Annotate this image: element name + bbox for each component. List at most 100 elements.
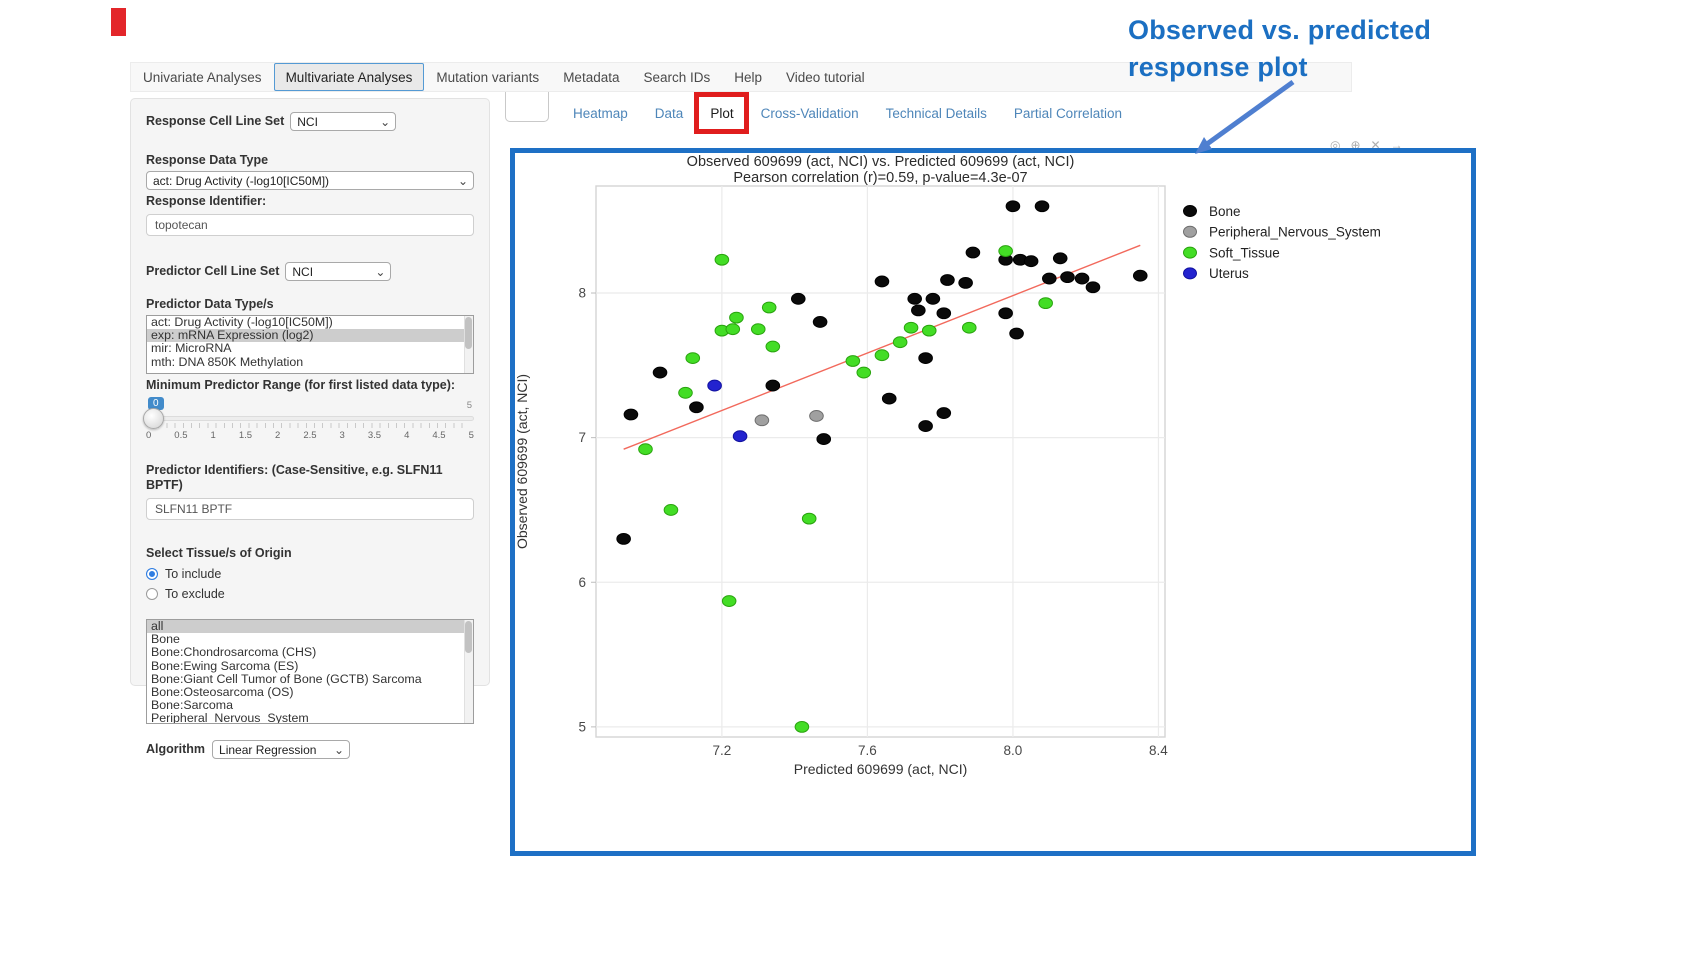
slide-red-marker (111, 8, 126, 36)
legend-item-peripheral-nervous-system[interactable]: Peripheral_Nervous_System (1183, 225, 1381, 240)
predictor-type-option-mth-dna-850k-methylation[interactable]: mth: DNA 850K Methylation (151, 354, 304, 369)
nav-tab-metadata[interactable]: Metadata (563, 70, 620, 85)
scatter-points-bone[interactable] (616, 200, 1148, 545)
tissue-option-all[interactable]: all (147, 620, 473, 634)
legend-item-uterus[interactable]: Uterus (1183, 266, 1250, 281)
svg-text:Bone: Bone (1209, 204, 1241, 219)
plotly-modebar[interactable]: ◎ ⊕ ✕ → (1330, 138, 1403, 152)
panel-corner-fragment (505, 92, 549, 122)
tissue-option-bone-chondrosarcoma-chs[interactable]: Bone:Chondrosarcoma (CHS) (151, 645, 317, 660)
scrollbar-thumb[interactable] (465, 621, 472, 653)
subtab-technical-details[interactable]: Technical Details (885, 106, 987, 121)
subtab-cross-validation[interactable]: Cross-Validation (760, 106, 859, 121)
tissue-include-label: To include (165, 567, 222, 581)
algorithm-select[interactable]: Linear Regression ⌄ (212, 740, 351, 759)
scrollbar[interactable] (464, 316, 473, 373)
sidebar-controls: Response Cell Line Set NCI ⌄ Response Da… (130, 98, 490, 759)
nav-tab-video-tutorial[interactable]: Video tutorial (786, 70, 865, 85)
slider-tick-label: 4.5 (432, 430, 446, 441)
subtab-partial-correlation[interactable]: Partial Correlation (1013, 106, 1122, 121)
slider-tick-labels: 0 0.5 1 1.5 2 2.5 3 3.5 4 4.5 5 (146, 430, 474, 441)
predictor-cell-line-set-select[interactable]: NCI ⌄ (285, 262, 392, 281)
response-identifier-label: Response Identifier: (146, 194, 267, 208)
close-icon[interactable]: ✕ (1370, 138, 1381, 152)
response-cell-line-set-row: Response Cell Line Set NCI ⌄ (146, 112, 474, 131)
slider-value-badge: 0 (148, 397, 164, 410)
scrollbar-thumb[interactable] (465, 317, 472, 349)
annotation-callout: Observed vs. predicted response plot (1128, 12, 1431, 86)
svg-text:7.2: 7.2 (712, 743, 731, 758)
svg-text:7.6: 7.6 (858, 743, 877, 758)
legend[interactable]: Bone Peripheral_Nervous_System Soft_Tissue… (1183, 204, 1381, 281)
zoom-icon[interactable]: ⊕ (1350, 138, 1361, 152)
svg-text:Peripheral_Nervous_System: Peripheral_Nervous_System (1209, 225, 1381, 240)
camera-icon[interactable]: ◎ (1330, 138, 1341, 152)
radio-checked-icon[interactable] (146, 568, 158, 580)
result-subtabs: Heatmap Data Plot Cross-Validation Technical… (573, 92, 1122, 134)
slider-tick-label: 3.5 (367, 430, 382, 441)
nav-tab-multivariate-analyses[interactable]: Multivariate Analyses (273, 63, 425, 91)
algorithm-row: Algorithm Linear Regression ⌄ (146, 740, 474, 759)
response-data-type-select[interactable]: act: Drug Activity (-log10[IC50M]) ⌄ (146, 171, 474, 190)
annotation-line-1: Observed vs. predicted (1128, 15, 1432, 45)
scatter-points-peripheral-nervous-system[interactable] (754, 410, 824, 427)
x-axis-title: Predicted 609699 (act, NCI) (794, 761, 968, 777)
nav-tab-search-ids[interactable]: Search IDs (643, 70, 711, 85)
response-cell-line-set-label: Response Cell Line Set (146, 114, 285, 128)
svg-text:8: 8 (578, 286, 586, 301)
tissue-option-bone[interactable]: Bone (151, 632, 180, 647)
predictor-data-types-listbox[interactable]: act: Drug Activity (-log10[IC50M]) exp: m… (146, 315, 474, 374)
annotation-line-2: response plot (1128, 52, 1308, 82)
slider-tick-label: 0 (146, 430, 152, 441)
y-tick-labels: 5 6 7 8 (578, 286, 596, 734)
slider-tick-label: 2.5 (303, 430, 317, 441)
svg-text:8.4: 8.4 (1149, 743, 1168, 758)
predictor-type-option-exp-mrna-expression-log2[interactable]: exp: mRNA Expression (log2) (147, 329, 473, 343)
subtab-plot[interactable]: Plot (694, 92, 749, 134)
nav-tab-mutation-variants[interactable]: Mutation variants (436, 70, 540, 85)
subtab-data[interactable]: Data (654, 106, 684, 121)
min-predictor-range-slider[interactable]: 0 5 0 0.5 1 1.5 2 2.5 3 3.5 4 4.5 5 (143, 397, 474, 449)
slider-tick-label: 3 (339, 430, 345, 441)
svg-text:Soft_Tissue: Soft_Tissue (1209, 245, 1280, 260)
predictor-identifiers-label: Predictor Identifiers: (Case-Sensitive, … (146, 463, 443, 492)
predictor-identifiers-input[interactable] (146, 498, 474, 520)
chevron-down-icon: ⌄ (333, 742, 345, 757)
response-data-type-label: Response Data Type (146, 153, 269, 167)
scatter-points-soft-tissue[interactable] (638, 245, 1053, 733)
svg-text:6: 6 (578, 575, 586, 590)
radio-unchecked-icon[interactable] (146, 588, 158, 600)
slider-track[interactable] (146, 416, 474, 421)
chevron-down-icon: ⌄ (457, 173, 468, 188)
svg-text:8.0: 8.0 (1004, 743, 1023, 758)
predictor-cell-line-set-row: Predictor Cell Line Set NCI ⌄ (146, 262, 474, 281)
tissue-option-bone-ewing-sarcoma-es[interactable]: Bone:Ewing Sarcoma (ES) (151, 658, 299, 673)
subtab-heatmap[interactable]: Heatmap (573, 106, 628, 121)
slider-tick-label: 2 (275, 430, 281, 441)
scatter-plot: Observed 609699 (act, NCI) vs. Predicted… (514, 154, 1381, 777)
tissue-option-bone-osteosarcoma-os[interactable]: Bone:Osteosarcoma (OS) (151, 685, 294, 700)
tissue-listbox[interactable]: all Bone Bone:Chondrosarcoma (CHS) Bone:Ewi… (146, 619, 474, 724)
predictor-cell-line-set-label: Predictor Cell Line Set (146, 264, 280, 278)
chevron-down-icon: ⌄ (375, 264, 386, 279)
tissue-exclude-option[interactable]: To exclude (146, 587, 474, 601)
main-nav: Univariate Analyses Multivariate Analyses… (130, 62, 1352, 92)
tissue-option-bone-sarcoma[interactable]: Bone:Sarcoma (151, 698, 233, 713)
nav-tab-univariate-analyses[interactable]: Univariate Analyses (143, 70, 262, 85)
scatter-points-uterus[interactable] (707, 379, 748, 443)
chevron-down-icon: ⌄ (380, 114, 391, 129)
slider-handle[interactable] (143, 408, 164, 429)
pan-arrow-icon[interactable]: → (1390, 138, 1403, 152)
response-cell-line-set-select[interactable]: NCI ⌄ (290, 112, 397, 131)
response-identifier-input[interactable] (146, 214, 474, 236)
predictor-type-option-mir-microrna[interactable]: mir: MicroRNA (151, 341, 232, 356)
nav-tab-help[interactable]: Help (734, 70, 763, 85)
tissue-include-option[interactable]: To include (146, 567, 474, 581)
legend-item-soft-tissue[interactable]: Soft_Tissue (1183, 245, 1280, 260)
tissue-option-bone-giant-cell-tumor-of-bone-gctb-sarcoma[interactable]: Bone:Giant Cell Tumor of Bone (GCTB) Sar… (151, 671, 422, 686)
slider-tick-grid (150, 423, 470, 428)
tissue-option-peripheral-nervous-system[interactable]: Peripheral_Nervous_System (151, 711, 309, 724)
scrollbar[interactable] (464, 620, 473, 723)
predictor-type-option-act-drug-activity-log10-ic50m[interactable]: act: Drug Activity (-log10[IC50M]) (151, 315, 333, 329)
legend-item-bone[interactable]: Bone (1183, 204, 1241, 219)
